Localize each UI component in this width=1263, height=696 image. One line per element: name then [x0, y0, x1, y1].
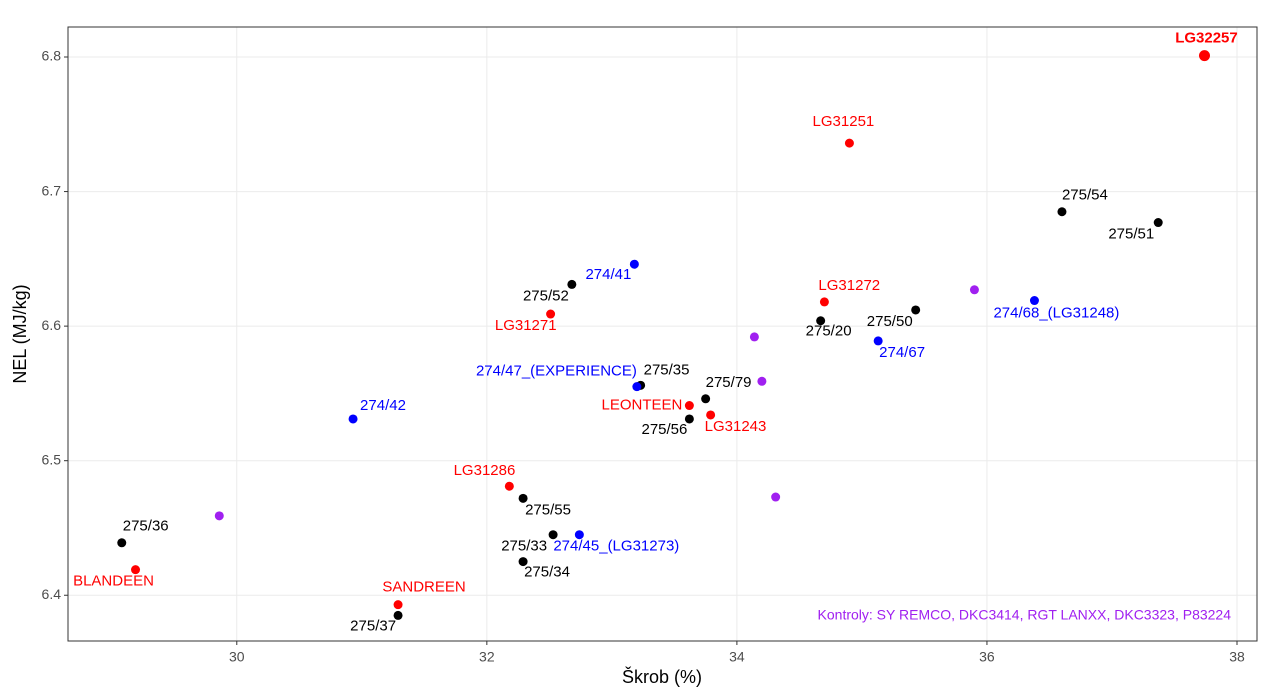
point	[574, 530, 584, 540]
point-label: LG31272	[818, 277, 880, 294]
x-tick-label: 38	[1229, 649, 1245, 665]
point	[749, 332, 759, 342]
point	[518, 493, 528, 503]
point	[629, 259, 639, 269]
point	[771, 492, 781, 502]
point-label: 275/79	[706, 374, 752, 391]
point	[131, 565, 141, 575]
point-label: 275/54	[1062, 187, 1108, 204]
y-tick-label: 6.7	[42, 182, 62, 198]
point	[684, 401, 694, 411]
y-tick-label: 6.5	[42, 451, 62, 467]
point-label: 275/37	[350, 617, 396, 634]
point	[518, 557, 528, 567]
point	[844, 138, 854, 148]
point-label: LEONTEEN	[602, 396, 683, 413]
point	[548, 530, 558, 540]
point-label: 275/35	[644, 361, 690, 378]
point	[1198, 50, 1210, 62]
point	[1057, 207, 1067, 217]
point-label: 274/45_(LG31273)	[553, 538, 679, 555]
x-tick-label: 30	[229, 649, 245, 665]
x-tick-label: 36	[979, 649, 995, 665]
x-tick-label: 34	[729, 649, 745, 665]
point-label: LG31251	[813, 113, 875, 130]
x-tick-label: 32	[479, 649, 495, 665]
point-label: 275/56	[641, 421, 687, 438]
point	[393, 600, 403, 610]
point-label: 275/34	[524, 564, 570, 581]
point	[546, 309, 556, 319]
point	[632, 382, 642, 392]
point-label: LG31286	[454, 462, 516, 479]
point	[567, 279, 577, 289]
point-label: 275/51	[1108, 225, 1154, 242]
point	[214, 511, 224, 521]
point-label: 275/20	[806, 323, 852, 340]
point-label: 275/52	[523, 287, 569, 304]
y-tick-label: 6.8	[42, 48, 62, 64]
point-label: LG31243	[705, 418, 767, 435]
x-axis-title: Škrob (%)	[622, 666, 702, 687]
point-label: 274/42	[360, 397, 406, 414]
y-axis-title: NEL (MJ/kg)	[10, 284, 30, 383]
y-tick-label: 6.6	[42, 317, 62, 333]
point	[504, 481, 514, 491]
point-label: 275/50	[867, 313, 913, 330]
point-label: BLANDEEN	[73, 573, 154, 590]
point-label: 274/68_(LG31248)	[993, 305, 1119, 322]
point	[969, 285, 979, 295]
point-label: 274/47_(EXPERIENCE)	[476, 363, 637, 380]
point-label: 275/36	[123, 518, 169, 535]
point	[816, 316, 826, 326]
point	[684, 414, 694, 424]
point	[117, 538, 127, 548]
point-label: 274/41	[585, 266, 631, 283]
grid	[68, 27, 1257, 641]
y-tick-label: 6.4	[42, 586, 62, 602]
point	[393, 610, 403, 620]
point	[348, 414, 358, 424]
point-label: 274/67	[879, 344, 925, 361]
point-label: 275/33	[501, 538, 547, 555]
point	[706, 410, 716, 420]
point-label: LG32257	[1175, 30, 1238, 47]
point-label: 275/55	[525, 501, 571, 518]
point	[757, 376, 767, 386]
point	[1153, 218, 1163, 228]
plot-border	[67, 26, 1258, 642]
point	[873, 336, 883, 346]
point	[701, 394, 711, 404]
point	[1029, 296, 1039, 306]
point	[819, 297, 829, 307]
annotation: Kontroly: SY REMCO, DKC3414, RGT LANXX, …	[818, 607, 1232, 623]
point	[911, 305, 921, 315]
point-label: LG31271	[495, 317, 557, 334]
point-label: SANDREEN	[382, 579, 465, 596]
marks: 275/36 275/37 275/33 275/34 275/55 275/52 275/…	[73, 30, 1238, 635]
